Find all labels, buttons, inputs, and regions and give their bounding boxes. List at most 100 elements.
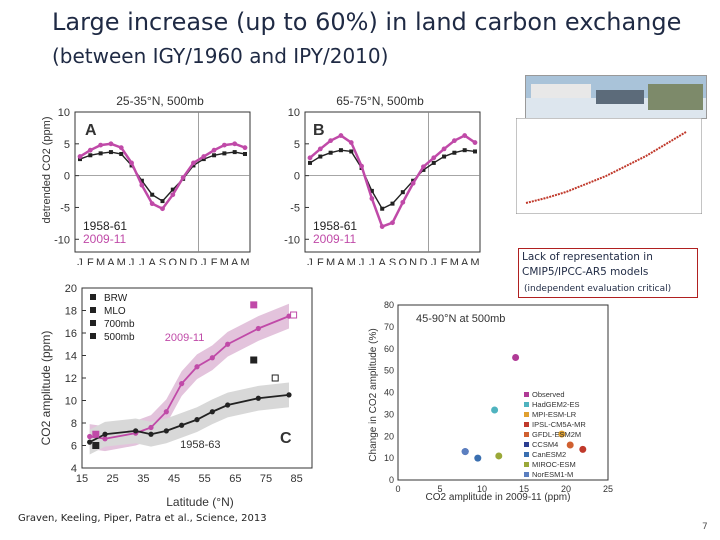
data-point (179, 381, 185, 387)
data-point (255, 395, 261, 401)
y-tick-label: 20 (384, 431, 394, 441)
keeling-curve-line (525, 131, 687, 204)
data-point (108, 141, 114, 147)
data-point (400, 199, 406, 205)
y-tick-label: 5 (64, 139, 70, 151)
y-tick-label: 60 (384, 344, 394, 354)
station-point (92, 430, 100, 438)
panel-a-letter: A (85, 122, 97, 139)
uncertainty-band (89, 303, 289, 452)
x-tick-label: 25 (107, 473, 119, 485)
data-point (222, 151, 227, 156)
panel-b-frame (304, 111, 481, 253)
note-lines: Lack of representation in CMIP5/IPCC-AR5… (522, 250, 653, 280)
y-tick-label: 16 (65, 328, 77, 340)
note-box (518, 248, 698, 298)
data-point (441, 146, 447, 152)
data-point (225, 402, 231, 408)
x-tick-label: A (149, 257, 157, 265)
data-point (411, 178, 416, 183)
data-point (180, 175, 186, 180)
x-tick-label: N (179, 257, 187, 265)
data-point (194, 364, 200, 370)
x-tick-label: S (389, 257, 396, 265)
data-point (209, 409, 215, 415)
data-point (139, 178, 144, 183)
data-point (201, 157, 206, 162)
data-point (88, 153, 93, 158)
data-point (160, 199, 165, 204)
station-point (290, 311, 298, 319)
legend-marker (90, 333, 96, 339)
x-tick-label: F (441, 257, 448, 265)
model-point (558, 430, 566, 438)
lab-building-icon (596, 90, 644, 104)
data-point (98, 142, 104, 148)
legend-marker (524, 462, 529, 467)
x-tick-label: M (326, 257, 335, 265)
x-tick-label: J (201, 257, 207, 265)
x-tick-label: N (409, 257, 417, 265)
legend-marker (524, 392, 529, 397)
data-point (452, 150, 457, 155)
data-point (286, 392, 292, 398)
x-tick-label: D (419, 257, 427, 265)
data-point (194, 417, 200, 423)
y-tick-label: 20 (65, 283, 77, 295)
series-line (309, 149, 476, 210)
data-point (163, 428, 169, 434)
data-point (160, 206, 165, 212)
x-tick-label: M (96, 257, 105, 265)
data-point (431, 155, 437, 161)
panel-c-ylabel: CO2 amplitude (ppm) (39, 331, 53, 446)
legend-marker (90, 307, 96, 313)
panel-a-ylabel: detrended CO2 (ppm) (41, 117, 53, 224)
photo-strip (525, 75, 707, 119)
legend-label: Observed (532, 390, 565, 399)
data-point (191, 163, 196, 168)
slide-subtitle: (between IGY/1960 and IPY/2010) (52, 44, 389, 68)
panel-ab-figure: 25-35°N, 500mb detrended CO2 (ppm) A -10… (41, 94, 481, 265)
data-point (179, 422, 185, 428)
panel-c-letter: C (280, 430, 292, 447)
model-point (579, 445, 587, 453)
x-tick-label: 65 (229, 473, 241, 485)
data-point (150, 192, 155, 197)
x-tick-label: A (231, 257, 239, 265)
legend-old: 1958-61 (83, 219, 127, 233)
x-tick-label: 55 (199, 473, 211, 485)
data-point (380, 206, 385, 211)
series-line (79, 151, 246, 202)
x-tick-label: M (470, 257, 479, 265)
observatory-icon (648, 84, 703, 110)
data-point (77, 154, 83, 159)
y-tick-label: -5 (60, 202, 70, 214)
legend-label: HadGEM2-ES (532, 400, 580, 409)
y-tick-label: 18 (65, 306, 77, 318)
legend-label: MPI-ESM-LR (532, 410, 577, 419)
data-point (369, 196, 375, 201)
y-tick-label: 10 (384, 453, 394, 463)
x-tick-label: 0 (395, 484, 400, 494)
y-tick-label: 40 (384, 388, 394, 398)
data-point (102, 431, 108, 437)
legend-label: CanESM2 (532, 450, 566, 459)
station-point (271, 374, 279, 382)
legend-label: IPSL-CM5A-MR (532, 420, 586, 429)
data-point (149, 201, 155, 207)
legend-marker (90, 320, 96, 326)
data-point (473, 149, 477, 154)
y-tick-label: 30 (384, 409, 394, 419)
data-point (349, 149, 354, 154)
data-point (348, 140, 354, 145)
note-line-2: CMIP5/IPCC-AR5 models (522, 266, 649, 278)
data-point (243, 152, 247, 156)
data-point (170, 187, 175, 192)
panel-c-xlabel: Latitude (°N) (166, 495, 234, 509)
y-tick-label: 6 (71, 441, 77, 453)
y-tick-label: 50 (384, 366, 394, 376)
data-point (98, 151, 103, 156)
data-point (232, 141, 238, 147)
data-point (242, 145, 248, 151)
